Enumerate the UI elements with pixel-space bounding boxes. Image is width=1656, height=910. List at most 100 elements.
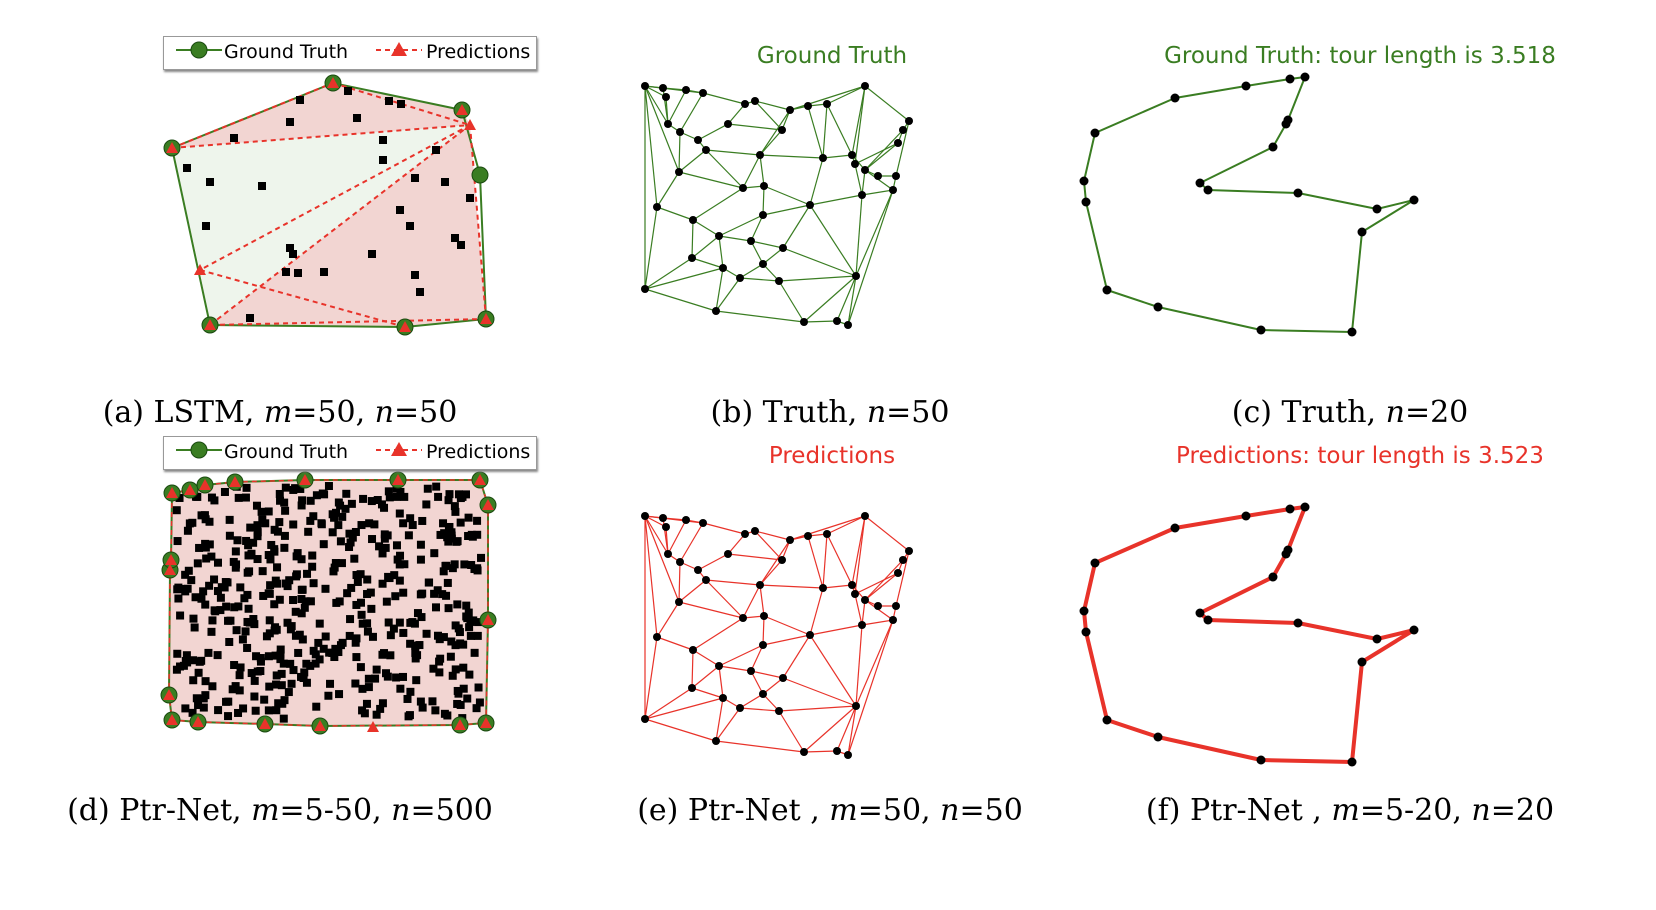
data-point xyxy=(231,547,240,556)
graph-edge xyxy=(644,85,680,173)
city-node xyxy=(1153,732,1163,742)
graph-node xyxy=(806,631,814,639)
graph-edge xyxy=(855,619,894,707)
data-point xyxy=(363,627,372,636)
pred-hull-vertex xyxy=(456,104,468,115)
graph-node xyxy=(664,550,672,558)
city-node xyxy=(1409,195,1419,205)
data-point xyxy=(334,498,343,507)
graph-node xyxy=(702,576,710,584)
graph-node xyxy=(905,547,913,555)
graph-edge xyxy=(854,142,899,165)
data-point xyxy=(201,543,210,552)
city-node xyxy=(1281,119,1291,129)
data-point xyxy=(188,708,197,717)
graph-node xyxy=(739,614,747,622)
data-point xyxy=(236,663,245,672)
data-point xyxy=(195,543,204,552)
pred-hull-vertex xyxy=(164,564,176,575)
data-point xyxy=(201,600,210,609)
pred-hull-vertex xyxy=(165,554,177,565)
data-point xyxy=(181,570,190,579)
data-point xyxy=(337,559,346,568)
data-point xyxy=(399,628,408,637)
graph-node xyxy=(747,667,755,675)
graph-node xyxy=(699,519,707,527)
graph-edge xyxy=(861,599,866,626)
data-point xyxy=(283,618,292,627)
data-point xyxy=(458,492,467,501)
graph-edge xyxy=(644,257,693,290)
data-point xyxy=(418,589,427,598)
data-point xyxy=(331,559,340,568)
graph-edge xyxy=(855,624,863,707)
data-point xyxy=(457,241,465,249)
data-point xyxy=(386,651,395,660)
data-point xyxy=(187,576,196,585)
data-point xyxy=(291,607,300,616)
data-point xyxy=(428,697,437,706)
graph-edge xyxy=(644,515,704,524)
data-point xyxy=(247,669,256,678)
data-point xyxy=(222,697,231,706)
data-point xyxy=(282,268,290,276)
data-point xyxy=(357,610,366,619)
data-point xyxy=(292,572,301,581)
data-point xyxy=(330,563,339,572)
data-point xyxy=(382,597,391,606)
graph-node xyxy=(852,702,860,710)
pred-hull-vertex xyxy=(204,319,216,330)
data-point xyxy=(367,604,376,613)
graph-node xyxy=(819,584,827,592)
graph-edge xyxy=(762,634,811,646)
data-point xyxy=(385,493,394,502)
data-point xyxy=(466,194,474,202)
graph-edge xyxy=(861,619,894,626)
graph-node xyxy=(892,172,900,180)
graph-edge xyxy=(789,85,866,111)
graph-edge xyxy=(742,584,761,619)
data-point xyxy=(197,594,206,603)
legend-markers xyxy=(176,41,422,59)
graph-node xyxy=(688,684,696,692)
data-point xyxy=(214,706,223,715)
graph-edge xyxy=(836,275,857,322)
data-point xyxy=(378,549,387,558)
data-point xyxy=(250,692,259,701)
data-point xyxy=(451,234,459,242)
data-point xyxy=(365,519,374,528)
data-point xyxy=(272,625,281,634)
graph-node xyxy=(848,151,856,159)
data-point xyxy=(272,706,281,715)
graph-node xyxy=(786,106,794,114)
data-point xyxy=(182,651,191,660)
graph-node xyxy=(741,100,749,108)
data-point xyxy=(368,535,377,544)
panel-a: Ground Truth Predictions (a) LSTM, m=50,… xyxy=(0,0,560,460)
graph-edge xyxy=(667,89,687,125)
data-point xyxy=(266,555,275,564)
data-point xyxy=(297,555,306,564)
pred-hull-line xyxy=(171,124,471,149)
data-point xyxy=(335,597,344,606)
data-point xyxy=(367,497,376,506)
data-point xyxy=(439,567,448,576)
plot-title-c: Ground Truth: tour length is 3.518 xyxy=(1164,43,1556,69)
graph-node xyxy=(760,612,768,620)
data-point xyxy=(235,671,244,680)
graph-edge xyxy=(759,584,824,589)
data-point xyxy=(260,695,269,704)
data-point xyxy=(207,552,216,561)
graph-edge xyxy=(803,750,838,753)
graph-node xyxy=(861,82,869,90)
data-point xyxy=(280,498,289,507)
data-point xyxy=(368,250,376,258)
data-point xyxy=(302,678,311,687)
graph-edge xyxy=(759,154,765,187)
tour-path xyxy=(1082,505,1416,764)
data-point xyxy=(456,518,465,527)
data-point xyxy=(298,585,307,594)
data-point xyxy=(432,482,441,491)
graph-node xyxy=(741,530,749,538)
data-point xyxy=(285,576,294,585)
